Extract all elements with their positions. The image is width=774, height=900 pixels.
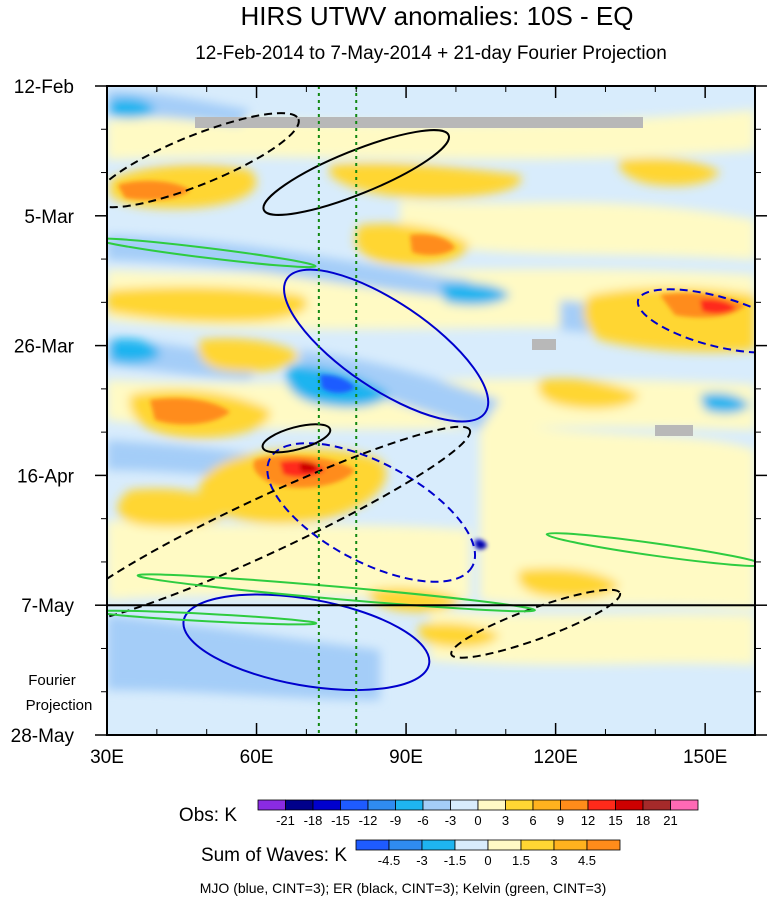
colorbar-swatch [520,839,555,851]
colorbar-level-label: -18 [304,813,323,828]
mjo-contour-positive [283,268,490,423]
colorbar-swatch [532,799,561,811]
mjo-contour-negative [636,288,755,354]
colorbar-level-label: 0 [484,853,491,868]
colorbar-swatch [487,839,522,851]
y-tick-label: 16-Apr [17,466,75,487]
kelvin-contour-positive [136,573,536,613]
y-tick-label: 28-May [11,726,75,747]
colorbar-swatch [450,799,479,811]
er-contour-negative [107,425,472,624]
colorbar-swatch [340,799,369,811]
colorbar-level-label: 18 [636,813,650,828]
colorbar-level-label: 1.5 [512,853,530,868]
colorbar-swatch [586,839,621,851]
colorbar-swatch [257,799,286,811]
colorbar-level-label: -3 [445,813,457,828]
y-tick-label: 7-May [21,596,74,617]
colorbar-swatch [553,839,588,851]
kelvin-contour-positive [107,237,317,269]
colorbar-level-label: -4.5 [378,853,400,868]
kelvin-contour-positive [107,609,318,626]
y-tick-label: 26-Mar [14,337,75,358]
axis-ticks: 30E 60E 90E 120E 150E 12-Feb 5-Mar 26-Mar 16-Apr… [11,77,767,768]
colorbar-level-label: -6 [417,813,429,828]
colorbar-level-label: 3 [550,853,557,868]
kelvin-contour-positive [545,532,755,568]
colorbar-level-label: 6 [529,813,536,828]
x-tick-label: 90E [389,747,423,768]
colorbar-swatch [505,799,534,811]
projection-label-line2: Projection [26,697,93,714]
colorbar-swatch [421,839,456,851]
anomaly-field [107,90,755,700]
y-tick-label: 5-Mar [24,207,74,228]
waves-colorbar: -4.5 -3 -1.5 0 1.5 3 4.5 [355,839,621,868]
colorbar-level-label: 3 [502,813,509,828]
colorbar-level-label: 4.5 [578,853,596,868]
x-tick-label: 60E [240,747,274,768]
colorbar-level-label: 0 [474,813,481,828]
colorbar-level-label: 21 [663,813,677,828]
colorbar-level-label: -21 [276,813,295,828]
colorbar-level-label: -3 [416,853,428,868]
colorbar-swatch [670,799,699,811]
colorbar-swatch [454,839,489,851]
colorbar-swatch [388,839,423,851]
chart-subtitle: 12-Feb-2014 to 7-May-2014 + 21-day Fouri… [195,43,667,64]
colorbar-level-label: 12 [581,813,595,828]
colorbar-swatch [642,799,671,811]
x-tick-label: 150E [683,747,727,768]
colorbar-level-label: -15 [331,813,350,828]
colorbar-level-label: -1.5 [444,853,466,868]
y-tick-label: 12-Feb [14,77,74,98]
colorbar-swatch [477,799,506,811]
wave-legend-text: MJO (blue, CINT=3); ER (black, CINT=3); … [200,880,607,896]
er-contour-positive [262,129,451,216]
colorbar-swatch [560,799,589,811]
colorbar-swatch [395,799,424,811]
waves-colorbar-label: Sum of Waves: K [201,845,347,866]
colorbar-swatch [355,839,390,851]
colorbar-swatch [312,799,341,811]
colorbar-level-label: 9 [557,813,564,828]
x-tick-label: 30E [90,747,124,768]
er-contour-positive [261,423,332,454]
colorbar-swatch [367,799,396,811]
colorbar-level-label: 15 [608,813,622,828]
colorbar-swatch [285,799,314,811]
plot-frame [106,85,756,736]
colorbar-swatch [615,799,644,811]
obs-colorbar: -21 -18 -15 -12 -9 -6 -3 0 3 6 9 12 15 18 21 [257,799,699,828]
colorbar-level-label: -9 [390,813,402,828]
chart-title: HIRS UTWV anomalies: 10S - EQ [241,1,634,31]
colorbar-level-label: -12 [359,813,378,828]
x-tick-label: 120E [533,747,577,768]
colorbar-swatch [587,799,616,811]
mjo-contour-negative [266,442,477,583]
reference-longitude-lines [317,86,358,735]
projection-label-line1: Fourier [28,672,76,689]
obs-colorbar-label: Obs: K [179,805,237,826]
colorbar-swatch [422,799,451,811]
